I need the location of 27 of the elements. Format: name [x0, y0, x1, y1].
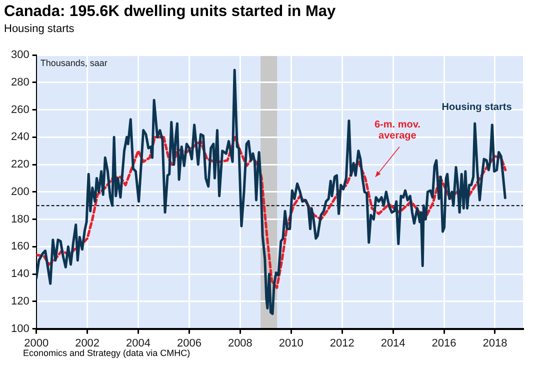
y-tick-label: 260 — [10, 104, 30, 116]
y-tick-label: 200 — [10, 186, 30, 198]
y-tick-label: 180 — [10, 213, 30, 226]
series-label: Housing starts — [442, 102, 512, 113]
y-tick-label: 160 — [10, 240, 30, 253]
x-tick-label: 2000 — [24, 337, 49, 350]
y-axis-title: Thousands, saar — [40, 58, 108, 68]
chart-subtitle: Housing starts — [4, 23, 74, 35]
y-tick-label: 100 — [10, 322, 30, 335]
y-tick-label: 140 — [10, 268, 30, 280]
x-tick-label: 2006 — [176, 337, 202, 350]
x-tick-label: 2014 — [380, 337, 406, 350]
y-tick-label: 300 — [10, 49, 30, 62]
y-tick-label: 120 — [10, 295, 30, 308]
x-tick-label: 2016 — [432, 337, 456, 350]
chart-title: Canada: 195.6K dwelling units started in May — [4, 3, 336, 21]
text: 6-m. mov. average — [374, 120, 421, 142]
x-tick-label: 2018 — [482, 337, 508, 350]
x-tick-label: 2002 — [75, 337, 100, 350]
y-tick-label: 280 — [10, 76, 30, 88]
y-tick-label: 220 — [10, 158, 30, 171]
x-tick-label: 2010 — [278, 337, 304, 350]
x-tick-label: 2012 — [330, 337, 354, 350]
x-tick-label: 2008 — [228, 337, 252, 350]
y-tick-label: 240 — [10, 131, 30, 144]
x-tick-label: 2004 — [126, 337, 151, 350]
text: Economics and Strategy (data via CMHC) — [23, 348, 190, 358]
